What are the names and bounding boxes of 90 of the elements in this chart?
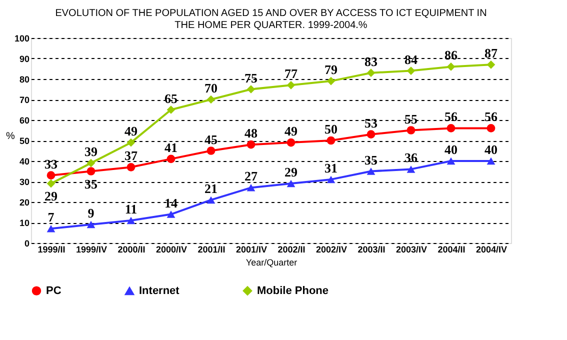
point	[46, 171, 56, 180]
data-label: 37	[124, 148, 138, 164]
data-label: 29	[284, 164, 298, 180]
x-tick-label: 2001/II	[198, 244, 226, 254]
point	[286, 80, 296, 90]
legend-label: Mobile Phone	[257, 284, 328, 297]
data-label: 9	[88, 206, 95, 221]
data-label: 79	[324, 62, 338, 78]
point	[46, 179, 56, 188]
point	[366, 168, 376, 175]
point	[446, 124, 456, 132]
x-tick-label: 2003/IV	[396, 244, 428, 254]
y-tick-label: 40	[19, 156, 30, 166]
point	[486, 124, 496, 132]
point	[86, 167, 96, 176]
data-label: 40	[444, 142, 458, 157]
data-label: 11	[124, 201, 138, 216]
legend-label: PC	[46, 284, 62, 297]
y-tick-label: 20	[19, 198, 30, 208]
x-tick-label: 2000/II	[118, 244, 146, 254]
data-label: 40	[484, 142, 498, 157]
point	[366, 68, 376, 78]
x-tick-label: 2003/II	[358, 244, 386, 254]
point	[406, 126, 416, 134]
y-tick-label: 60	[19, 116, 30, 126]
x-tick-label: 2004/IV	[476, 244, 508, 254]
point	[126, 216, 136, 224]
data-label: 27	[244, 168, 258, 184]
y-tick-label: 10	[19, 218, 30, 228]
point	[286, 180, 296, 188]
y-tick-label: 100	[14, 34, 30, 44]
data-label: 31	[324, 160, 338, 176]
point	[366, 130, 376, 139]
point	[86, 158, 96, 168]
point	[246, 140, 256, 149]
point	[446, 157, 456, 165]
x-tick-label: 2000/IV	[156, 244, 188, 254]
point	[166, 210, 176, 218]
point	[326, 176, 336, 184]
point	[326, 76, 336, 86]
data-label: 7	[48, 210, 55, 225]
x-tick-label: 2002/IV	[316, 244, 348, 254]
x-tick-label: 1999/IV	[76, 244, 108, 254]
point	[486, 60, 496, 69]
data-label: 14	[164, 195, 178, 210]
point	[246, 184, 256, 192]
data-label: 70	[204, 80, 218, 96]
point	[206, 95, 216, 104]
point	[206, 146, 216, 155]
point	[206, 196, 216, 204]
y-axis-title: %	[6, 131, 16, 142]
point	[326, 136, 336, 145]
x-tick-label: 2004/II	[438, 244, 466, 254]
point	[486, 157, 496, 165]
point	[406, 166, 416, 173]
data-label: 50	[324, 122, 338, 136]
data-label: 87	[484, 46, 498, 61]
legend-label: Internet	[139, 285, 180, 298]
data-label: 36	[404, 150, 418, 166]
point	[86, 220, 96, 228]
x-tick-label: 2002/II	[278, 244, 306, 254]
y-tick-label: 50	[19, 136, 30, 146]
data-label: 21	[204, 180, 218, 196]
y-tick-label: 90	[19, 54, 30, 64]
x-axis-title: Year/Quarter	[246, 258, 298, 268]
y-tick-label: 70	[19, 95, 30, 105]
point	[246, 85, 256, 94]
point	[126, 162, 136, 172]
data-label: 77	[284, 66, 298, 82]
point	[406, 66, 416, 75]
y-tick-label: 0	[24, 238, 30, 248]
point	[46, 225, 56, 232]
data-label: 35	[84, 176, 98, 192]
text: THE HOME PER QUARTER. 1999-2004.%	[174, 20, 368, 31]
data-label: 48	[244, 126, 258, 141]
y-tick-label: 30	[19, 177, 30, 187]
point	[166, 154, 176, 164]
data-label: 41	[164, 140, 178, 155]
point	[166, 106, 176, 114]
y-tick-label: 80	[19, 74, 30, 84]
data-label: 29	[44, 188, 58, 204]
x-tick-label: 2001/IV	[236, 244, 268, 254]
point	[446, 62, 456, 71]
data-label: 49	[124, 124, 138, 139]
data-label: 39	[84, 144, 98, 160]
x-tick-label: 1999/II	[38, 244, 66, 254]
text: EVOLUTION OF THE POPULATION AGED 15 AND OVER BY ACCESS TO ICT EQUIPMENT IN	[55, 8, 487, 19]
point	[286, 138, 296, 147]
point	[126, 138, 136, 147]
data-label: 49	[284, 124, 298, 139]
